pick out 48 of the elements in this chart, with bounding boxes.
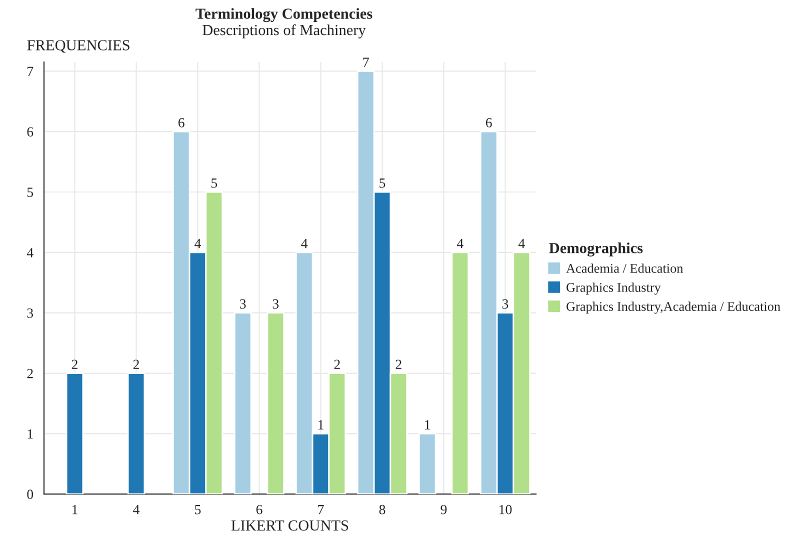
data-label: 4: [301, 238, 308, 248]
data-label: 2: [72, 360, 78, 369]
data-label: 1: [425, 420, 430, 430]
x-tick-label: 5: [195, 505, 201, 514]
legend-title: Demographics: [549, 242, 643, 256]
data-label: 7: [363, 58, 369, 67]
data-label: 3: [240, 299, 246, 309]
data-label: 1: [318, 420, 324, 430]
bar: [451, 252, 470, 494]
x-tick-label: 1: [72, 504, 78, 514]
bar: [127, 372, 146, 494]
y-axis-title: FREQUENCIES: [27, 40, 130, 53]
y-tick-label: 0: [27, 490, 34, 500]
data-label: 6: [178, 118, 184, 128]
data-label: 5: [380, 178, 386, 188]
bar: [66, 372, 84, 494]
x-tick-label: 9: [440, 504, 447, 514]
bar: [234, 312, 252, 494]
y-tick-label: 5: [27, 188, 34, 197]
y-tick-label: 6: [27, 127, 34, 137]
y-tick-label: 7: [28, 66, 34, 76]
y-tick-label: 4: [26, 248, 34, 258]
data-label: 5: [211, 178, 218, 188]
data-label: 2: [133, 360, 139, 369]
data-label: 4: [194, 238, 202, 248]
data-label: 4: [518, 238, 525, 248]
legend-label: Graphics Industry: [566, 282, 661, 295]
x-axis-title: LIKERT COUNTS: [231, 520, 348, 531]
chart-subtitle: Descriptions of Machinery: [202, 24, 366, 38]
x-tick-label: 8: [379, 504, 386, 514]
data-label: 3: [272, 299, 279, 309]
x-tick-label: 6: [256, 504, 262, 514]
data-label: 4: [456, 238, 464, 248]
bar: [418, 432, 436, 494]
bar: [266, 312, 285, 494]
data-label: 2: [334, 360, 340, 369]
chart-title: Terminology Competencies: [196, 8, 372, 22]
y-tick-label: 2: [27, 368, 33, 378]
x-tick-label: 10: [500, 504, 512, 514]
data-label: 3: [502, 299, 508, 309]
x-tick-label: 4: [133, 505, 140, 514]
legend-label: Graphics Industry,Academia / Education: [566, 302, 780, 314]
y-tick-label: 1: [28, 429, 33, 438]
legend-label: Academia / Education: [566, 264, 684, 273]
data-label: 2: [396, 360, 402, 369]
x-tick-label: 7: [318, 505, 324, 514]
data-label: 6: [486, 118, 492, 128]
y-tick-label: 3: [27, 308, 34, 318]
